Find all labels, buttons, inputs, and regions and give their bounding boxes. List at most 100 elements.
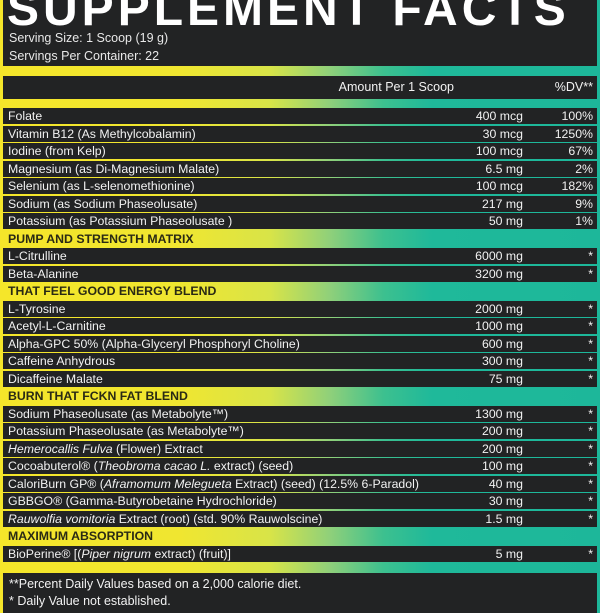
- ingredient-name: Hemerocallis Fulva (Flower) Extract: [8, 441, 203, 457]
- ingredient-name-part: Potassium Phaseolusate (as Metabolyte™): [8, 424, 244, 438]
- ingredient-dv: 67%: [568, 144, 593, 158]
- ingredient-dv: 1%: [575, 214, 593, 228]
- table-row: Folate 400 mcg 100%: [3, 108, 597, 124]
- ingredient-name-part: Sodium Phaseolusate (as Metabolyte™): [8, 406, 229, 421]
- ingredient-dv: *: [588, 319, 593, 333]
- ingredient-name: Magnesium (as Di-Magnesium Malate): [8, 161, 219, 177]
- ingredient-dv: *: [588, 476, 593, 491]
- table-row: Cocoabuterol® (Theobroma cacao L. extrac…: [3, 458, 597, 474]
- ingredient-amount: 1000 mg: [475, 319, 523, 333]
- ingredient-name-part: Extract) (seed) (12.5% 6-Paradol): [231, 476, 419, 491]
- ingredient-dv: *: [588, 371, 593, 386]
- ingredient-name-part: Magnesium (as Di-Magnesium Malate): [8, 161, 220, 176]
- ingredient-name-part: CaloriBurn GP® (: [8, 476, 104, 491]
- ingredient-name: Iodine (from Kelp): [8, 143, 106, 159]
- section-header: THAT FEEL GOOD ENERGY BLEND: [8, 284, 217, 298]
- ingredient-name-part: (Flower) Extract: [112, 441, 203, 456]
- footnote-dv: **Percent Daily Values based on a 2,000 …: [9, 577, 302, 591]
- footnote-not-established: * Daily Value not established.: [9, 594, 171, 608]
- ingredient-amount: 200 mg: [481, 424, 523, 438]
- ingredient-name-italic: Rauwolfia vomitoria: [8, 511, 116, 526]
- ingredient-amount: 30 mg: [488, 494, 523, 508]
- ingredient-name: BioPerine® [(Piper nigrum extract) (frui…: [8, 546, 231, 562]
- ingredient-name-part: L-Citrulline: [8, 249, 67, 263]
- ingredient-name: L-Tyrosine: [8, 301, 65, 317]
- ingredient-name-part: Beta-Alanine: [8, 266, 79, 281]
- ingredient-amount: 30 mcg: [482, 126, 523, 141]
- ingredient-name-italic: Hemerocallis Fulva: [8, 441, 113, 456]
- ingredient-dv: 2%: [575, 161, 593, 176]
- ingredient-amount: 300 mg: [481, 354, 523, 368]
- ingredient-name: Potassium (as Potassium Phaseolusate ): [8, 213, 232, 229]
- column-header: Amount Per 1 Scoop %DV**: [3, 76, 597, 99]
- ingredient-amount: 100 mcg: [475, 144, 523, 158]
- ingredient-name-italic: Piper nigrum: [81, 546, 152, 561]
- ingredient-name-part: Potassium (as Potassium Phaseolusate ): [8, 214, 233, 228]
- ingredient-name: Sodium Phaseolusate (as Metabolyte™): [8, 406, 228, 422]
- ingredient-name-italic: Aframomum Melegueta: [103, 476, 232, 491]
- ingredient-amount: 100 mcg: [475, 179, 523, 193]
- ingredient-dv: 9%: [575, 196, 593, 211]
- ingredient-dv: 1250%: [554, 126, 593, 141]
- ingredient-dv: 100%: [561, 109, 593, 123]
- ingredient-dv: *: [588, 459, 593, 473]
- table-row: BioPerine® [(Piper nigrum extract) (frui…: [3, 545, 597, 562]
- header-panel: SUPPLEMENT FACTS Serving Size: 1 Scoop (…: [3, 0, 597, 66]
- facts-table: Folate 400 mcg 100% Vitamin B12 (As Methylc…: [3, 108, 597, 563]
- ingredient-name-italic: Theobroma cacao L.: [97, 459, 211, 473]
- table-row: Sodium (as Sodium Phaseolusate) 217 mg 9%: [3, 195, 597, 212]
- table-row: Iodine (from Kelp) 100 mcg 67%: [3, 143, 597, 159]
- ingredient-name-part: extract) (fruit)]: [151, 546, 231, 561]
- table-row: Potassium Phaseolusate (as Metabolyte™) 2…: [3, 423, 597, 439]
- ingredient-dv: *: [588, 441, 593, 456]
- ingredient-name-part: Vitamin B12 (As Methylcobalamin): [8, 126, 196, 141]
- ingredient-amount: 5 mg: [495, 546, 523, 561]
- table-row: Beta-Alanine 3200 mg *: [3, 265, 597, 282]
- ingredient-name-part: BioPerine® [(: [8, 546, 82, 561]
- section-header: BURN THAT FCKN FAT BLEND: [8, 389, 188, 403]
- ingredient-amount: 50 mg: [488, 214, 523, 228]
- ingredient-amount: 3200 mg: [475, 266, 523, 281]
- ingredient-dv: *: [588, 424, 593, 438]
- ingredient-dv: *: [588, 266, 593, 281]
- ingredient-name-part: Iodine (from Kelp): [8, 144, 106, 158]
- table-row: Hemerocallis Fulva (Flower) Extract 200 m…: [3, 440, 597, 457]
- ingredient-name-part: L-Tyrosine: [8, 301, 66, 316]
- ingredient-dv: 182%: [561, 179, 593, 193]
- ingredient-name-part: Selenium (as L-selenomethionine): [8, 179, 195, 193]
- ingredient-amount: 6000 mg: [475, 249, 523, 263]
- ingredient-name-part: Acetyl-L-Carnitine: [8, 319, 106, 333]
- ingredient-name: L-Citrulline: [8, 248, 67, 264]
- table-row: Rauwolfia vomitoria Extract (root) (std.…: [3, 510, 597, 527]
- ingredient-name: Dicaffeine Malate: [8, 371, 103, 387]
- ingredient-name-part: extract) (seed): [210, 459, 294, 473]
- table-row: GBBGO® (Gamma-Butyrobetaine Hydrochlorid…: [3, 493, 597, 509]
- ingredient-dv: *: [588, 494, 593, 508]
- ingredient-dv: *: [588, 336, 593, 351]
- ingredient-name-part: Folate: [8, 109, 43, 123]
- ingredient-name: Potassium Phaseolusate (as Metabolyte™): [8, 423, 244, 439]
- ingredient-name: Sodium (as Sodium Phaseolusate): [8, 196, 197, 212]
- ingredient-name-part: Sodium (as Sodium Phaseolusate): [8, 196, 198, 211]
- section-header: PUMP AND STRENGTH MATRIX: [8, 231, 194, 246]
- ingredient-name: Beta-Alanine: [8, 266, 78, 282]
- table-row: Potassium (as Potassium Phaseolusate ) 50…: [3, 213, 597, 229]
- table-row: CaloriBurn GP® (Aframomum Melegueta Extr…: [3, 475, 597, 492]
- ingredient-name: Alpha-GPC 50% (Alpha-Glyceryl Phosphoryl…: [8, 336, 300, 352]
- table-row: L-Citrulline 6000 mg *: [3, 248, 597, 264]
- ingredient-name: CaloriBurn GP® (Aframomum Melegueta Extr…: [8, 476, 419, 492]
- ingredient-dv: *: [588, 406, 593, 421]
- ingredient-amount: 2000 mg: [475, 301, 523, 316]
- ingredient-dv: *: [588, 249, 593, 263]
- ingredient-name-part: Caffeine Anhydrous: [8, 354, 116, 368]
- table-row: Alpha-GPC 50% (Alpha-Glyceryl Phosphoryl…: [3, 335, 597, 352]
- ingredient-name-part: Alpha-GPC 50% (Alpha-Glyceryl Phosphoryl…: [8, 336, 300, 351]
- ingredient-name-part: GBBGO® (Gamma-Butyrobetaine Hydrochlorid…: [8, 494, 277, 508]
- ingredient-name-part: Extract (root) (std. 90% Rauwolscine): [115, 511, 323, 526]
- ingredient-amount: 1300 mg: [475, 406, 523, 421]
- ingredient-name: Rauwolfia vomitoria Extract (root) (std.…: [8, 511, 322, 527]
- ingredient-amount: 400 mcg: [475, 109, 523, 123]
- table-row: Magnesium (as Di-Magnesium Malate) 6.5 mg…: [3, 160, 597, 177]
- serving-size: Serving Size: 1 Scoop (19 g): [9, 31, 169, 45]
- amount-column-header: Amount Per 1 Scoop: [338, 80, 454, 94]
